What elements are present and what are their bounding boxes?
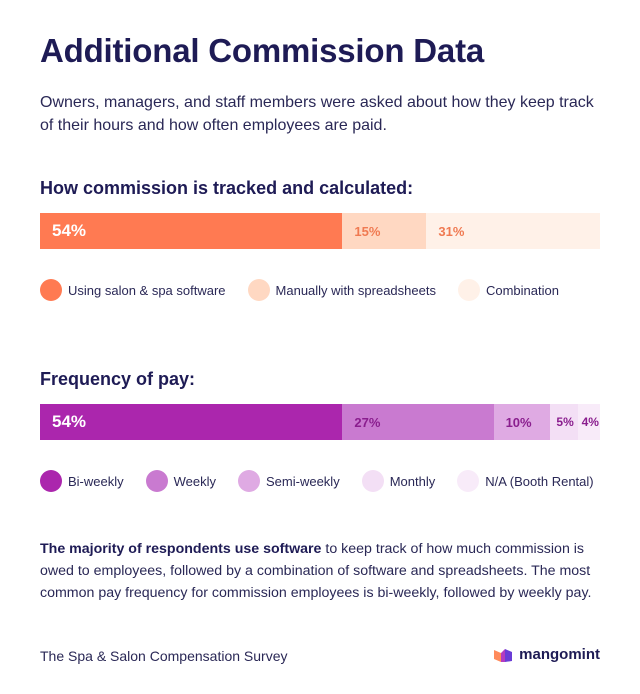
legend-item: Bi-weekly (40, 470, 124, 492)
survey-source: The Spa & Salon Compensation Survey (40, 648, 288, 664)
legend-swatch (145, 470, 168, 492)
legend-item: Semi-weekly (238, 470, 340, 492)
bar-segment-bi-weekly: 54% (40, 404, 343, 440)
legend-item: Combination (457, 279, 559, 301)
summary-rest: to keep track of how much commission is … (40, 541, 592, 601)
legend-swatch (238, 470, 261, 492)
page-title: Additional Commission Data (40, 32, 485, 69)
legend-swatch (457, 279, 480, 301)
legend-label: Combination (485, 282, 559, 298)
legend-item: Monthly (361, 470, 436, 492)
summary-bold-lead: The majority of respondents use software (40, 541, 322, 557)
legend-item: N/A (Booth Rental) (457, 470, 594, 492)
data-label: 54% (52, 412, 87, 431)
commission-tracking-bar: 54% 15% 31% (40, 213, 600, 249)
legend-label: N/A (Booth Rental) (485, 473, 594, 489)
data-label: 27% (354, 414, 381, 430)
bar-segment-semi-weekly: 10% (493, 404, 550, 440)
legend-label: Manually with spreadsheets (275, 282, 436, 298)
legend-label: Semi-weekly (266, 473, 340, 489)
data-label: 54% (52, 221, 87, 240)
legend-swatch (40, 470, 62, 492)
legend-swatch (361, 470, 384, 492)
mangomint-logo-icon (494, 648, 513, 662)
page-subtitle: Owners, managers, and staff members were… (40, 94, 594, 134)
data-label: 4% (581, 415, 599, 429)
bar-segment-combination: 31% (426, 213, 600, 249)
bar-segment-weekly: 27% (342, 404, 494, 440)
data-label: 15% (354, 223, 381, 239)
brand-name: mangomint (519, 646, 600, 663)
bar-segment-manually-with-spreadsheets: 15% (342, 213, 427, 249)
commission-tracking-legend: Using salon & spa software Manually with … (40, 279, 600, 301)
data-label: 5% (556, 415, 574, 429)
legend-swatch (457, 470, 480, 492)
pay-frequency-legend: Bi-weekly Weekly Semi-weekly Monthly N/A (Bo… (40, 470, 600, 492)
brand-logo: mangomint (493, 646, 600, 663)
legend-item: Using salon & spa software (40, 279, 226, 301)
legend-label: Monthly (389, 473, 436, 489)
bar-segment-using-salon-spa-software: 54% (40, 213, 343, 249)
bar-segment-monthly: 5% (549, 404, 578, 440)
legend-item: Manually with spreadsheets (247, 279, 436, 301)
pay-frequency-bar: 54% 27% 10% 5% 4% (40, 404, 600, 440)
legend-label: Weekly (173, 473, 217, 489)
legend-item: Weekly (145, 470, 217, 492)
legend-swatch (40, 279, 62, 301)
legend-label: Using salon & spa software (68, 282, 226, 298)
data-label: 31% (438, 223, 465, 239)
data-label: 10% (505, 414, 532, 430)
chart-title-commission-tracking: How commission is tracked and calculated… (40, 178, 414, 198)
bar-segment-n-a-booth-rental: 4% (577, 404, 600, 440)
legend-label: Bi-weekly (68, 473, 124, 489)
legend-swatch (247, 279, 270, 301)
chart-title-pay-frequency: Frequency of pay: (40, 369, 196, 389)
summary-paragraph: The majority of respondents use software… (40, 538, 600, 604)
